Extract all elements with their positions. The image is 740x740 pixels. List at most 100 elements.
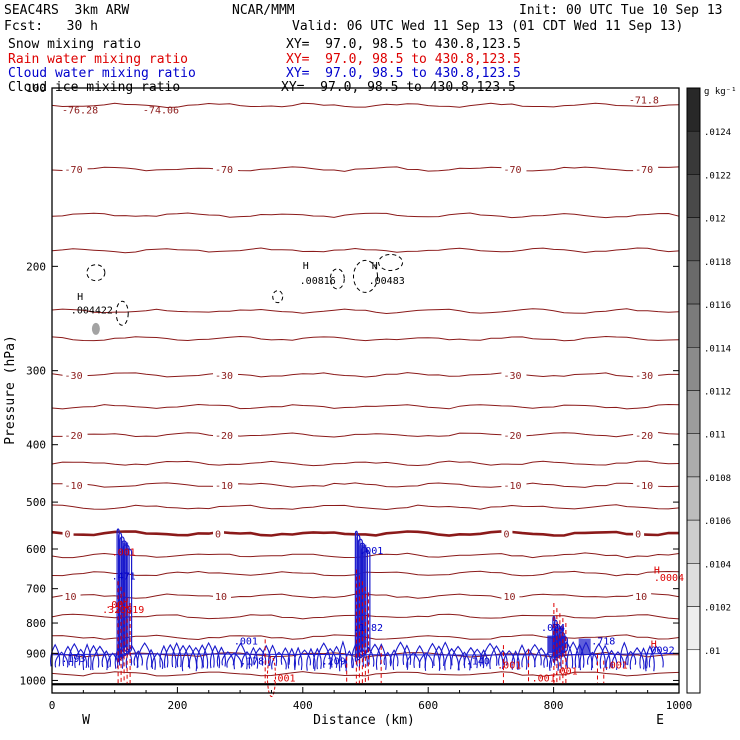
cloud-water-contour (306, 647, 316, 671)
colorbar-segment (686, 519, 701, 564)
contour-annotation: .001 (532, 674, 556, 685)
valid-time: Valid: 06 UTC Wed 11 Sep 13 (01 CDT Wed … (292, 19, 684, 34)
cloud-water-contour (188, 646, 203, 669)
snow-shading (91, 322, 100, 335)
cloud-water-contour (451, 645, 465, 666)
temperature-contour (51, 372, 679, 378)
forecast-hour: Fcst: 30 h (4, 19, 98, 34)
field-rain-name: Rain water mixing ratio (8, 52, 189, 67)
cloud-water-contour (87, 644, 100, 668)
cloud-water-contour (271, 651, 287, 670)
colorbar-label: .01 (704, 647, 720, 657)
contour-annotation: .0004 (654, 573, 684, 584)
contour-annotation: .471 (112, 571, 136, 582)
colorbar-segment (686, 390, 701, 434)
y-tick-label: 500 (26, 496, 46, 509)
y-tick-label: 900 (26, 647, 46, 660)
cloud-water-contour (233, 642, 248, 670)
contour-label-bg (213, 162, 239, 174)
cloud-water-contour (482, 642, 498, 666)
cloud-water-contour (444, 647, 460, 671)
temperature-contour-label: -70 (503, 165, 521, 176)
y-tick-label: 1000 (20, 674, 47, 687)
cloud-water-contour (133, 650, 143, 666)
contour-label-bg (213, 479, 239, 491)
temperature-contour-label: -10 (503, 481, 521, 492)
cloud-water-contour (323, 647, 338, 668)
axes: 0 200 400 600 800 100010020030040050060070080… (20, 82, 693, 712)
temperature-contour-label: -20 (215, 431, 233, 442)
cloud-water-contour (489, 645, 504, 670)
colorbar-label: .0116 (704, 301, 731, 311)
colorbar-label: .0112 (704, 388, 731, 398)
temperature-contour-label: -76.28 (62, 105, 98, 116)
colorbar-segment (686, 87, 701, 132)
cloud-water-contour (438, 641, 452, 670)
cloud-water-contour (392, 641, 409, 670)
contour-label-bg (633, 527, 645, 539)
colorbar-label: .012 (704, 215, 726, 225)
cloud-water-contour (74, 648, 88, 669)
temperature-contour-label: -74.06 (143, 105, 179, 116)
cloud-water-contour (639, 647, 648, 669)
temperature-contour-label: -20 (503, 431, 521, 442)
colorbar-label: .011 (704, 431, 726, 441)
contour-annotation: .004422 (71, 305, 113, 316)
contour-annotation: .001 (112, 547, 136, 558)
cloud-water-contour (92, 645, 108, 671)
cloud-water-contour (644, 645, 655, 672)
temperature-contour-label: 10 (65, 592, 77, 603)
temperature-contour (51, 247, 680, 254)
cloud-ice-contours (86, 253, 404, 335)
contour-label-bg (62, 162, 88, 174)
cloud-water-contour (375, 643, 387, 670)
cloud-water-contour (176, 644, 190, 668)
cloud-water-contour (171, 641, 182, 668)
contour-annotation: .0092 (645, 645, 675, 656)
temperature-contour-label: -20 (635, 431, 653, 442)
colorbar-segment (686, 260, 701, 305)
cloud-water-contour (463, 646, 478, 669)
contour-annotations: H.004422H.00816H.00483.001.471.001.32381… (61, 261, 684, 685)
cloud-water-contour (503, 650, 516, 666)
cloud-water-contour (226, 652, 243, 668)
x-tick-label: 800 (544, 699, 564, 712)
x-tick-label: 1000 (666, 699, 693, 712)
contour-label-bg (633, 589, 652, 601)
y-tick-label: 400 (26, 439, 46, 452)
cloud-water-contour (418, 652, 434, 669)
cloud-water-contour (137, 642, 153, 668)
x-end-label-east: E (656, 713, 664, 728)
contour-annotation: .00483 (369, 276, 405, 287)
temperature-contour-label: 0 (215, 530, 221, 541)
cloud-water-contour (629, 646, 645, 670)
colorbar-segment (686, 303, 701, 348)
colorbar-label: .0102 (704, 604, 731, 614)
colorbar-label: .0104 (704, 560, 731, 570)
cloud-water-contour (267, 644, 278, 667)
cloud-water-contour (280, 647, 291, 665)
cloud-water-contour (362, 646, 375, 667)
colorbar-segment (686, 130, 701, 175)
y-tick-label: 100 (26, 82, 46, 95)
temperature-contour-label: -30 (65, 371, 83, 382)
cloud-water-core (122, 542, 129, 648)
contour-annotation: .193 (61, 654, 85, 665)
colorbar-segment (686, 476, 701, 521)
contour-label-bg (501, 479, 527, 491)
contour-label-bg (501, 527, 513, 539)
contour-annotation: .001 (604, 661, 628, 672)
field-rain-xy: XY= 97.0, 98.5 to 430.8,123.5 (286, 52, 521, 67)
field-snow-xy: XY= 97.0, 98.5 to 430.8,123.5 (286, 37, 521, 52)
cloud-ice-contour (272, 290, 284, 304)
cloud-water-contour (402, 644, 412, 665)
contour-label-bg (501, 368, 527, 380)
cloud-water-contour (216, 646, 227, 667)
x-end-label-west: W (82, 713, 90, 728)
colorbar-segment (686, 174, 701, 218)
temperature-contour-label: 10 (503, 592, 515, 603)
temperature-contour-label: -70 (635, 165, 653, 176)
cloud-water-contour (330, 645, 343, 668)
colorbar-label: .0124 (704, 128, 731, 138)
cloud-water-contour (344, 650, 354, 669)
